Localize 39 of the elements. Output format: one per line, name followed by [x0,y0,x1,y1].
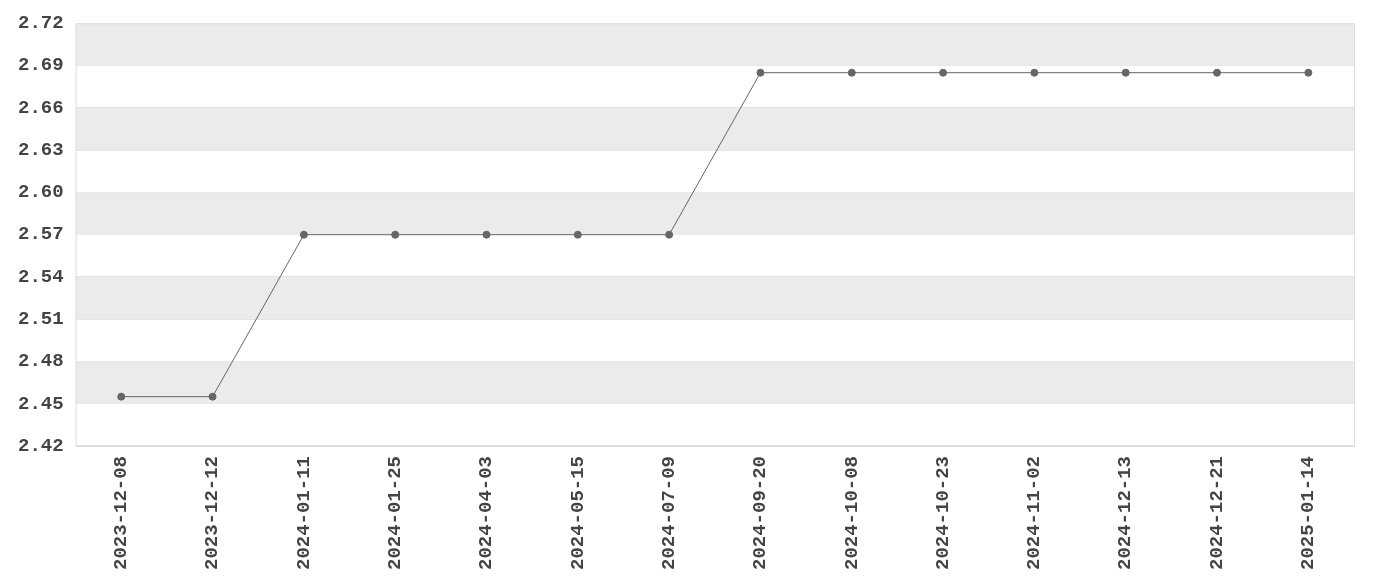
y-tick-label: 2.66 [18,96,64,119]
y-tick-label: 2.69 [18,54,64,77]
y-tick-label: 2.60 [18,181,64,204]
point [847,68,856,77]
point [1121,68,1130,77]
x-tick-label: 2025-01-14 [1297,455,1320,571]
point [573,230,582,239]
y-tick-label: 2.51 [18,307,64,330]
point [939,68,948,77]
y-tick-label: 2.63 [18,138,64,161]
x-tick-label: 2024-10-23 [931,455,954,571]
x-tick-label: 2024-12-13 [1114,455,1137,571]
y-tick-label: 2.45 [18,392,64,415]
point [208,392,217,401]
point [1030,68,1039,77]
y-tick-label: 2.48 [18,350,64,373]
y-tick-label: 2.57 [18,223,64,246]
x-tick-label: 2023-12-12 [201,455,224,571]
x-tick-label: 2024-01-11 [292,455,315,571]
x-tick-label: 2024-01-25 [383,455,406,571]
x-tick-label: 2024-10-08 [840,455,863,571]
x-tick-label: 2024-07-09 [657,455,680,571]
point [756,68,765,77]
x-tick-label: 2024-11-02 [1023,455,1046,571]
point [391,230,400,239]
point [299,230,308,239]
x-tick-label: 2024-12-21 [1205,455,1228,571]
x-tick-label: 2023-12-08 [110,455,133,571]
x-tick-label: 2024-04-03 [475,455,498,571]
y-tick-label: 2.54 [18,265,64,288]
x-tick-label: 2024-09-20 [749,455,772,571]
point [1213,68,1222,77]
point [482,230,491,239]
y-tick-label: 2.72 [18,12,64,35]
point [117,392,126,401]
point [1304,68,1313,77]
x-tick-label: 2024-05-15 [566,455,589,571]
point [665,230,674,239]
y-tick-label: 2.42 [18,434,64,457]
